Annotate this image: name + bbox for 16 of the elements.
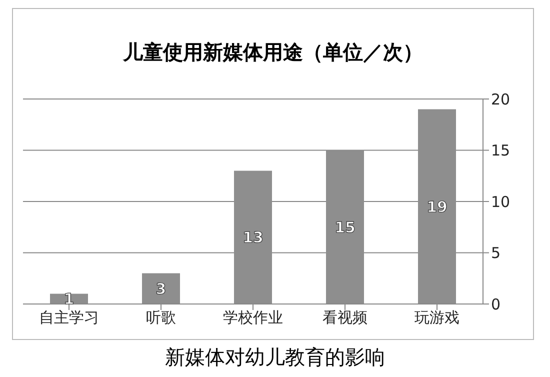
x-tick-label: 学校作业 [223, 308, 283, 327]
data-label: 1 [64, 290, 74, 308]
chart-title: 儿童使用新媒体用途（单位／次） [122, 39, 424, 66]
data-label: 15 [334, 218, 356, 236]
text: 新媒体对幼儿教育的影响 [164, 344, 386, 371]
data-label: 13 [242, 228, 264, 247]
y-tick-label: 15 [491, 142, 510, 160]
y-tick-label: 20 [491, 90, 510, 108]
y-tick-label: 5 [491, 244, 501, 262]
y-tick-label: 10 [491, 192, 510, 211]
x-tick-label: 玩游戏 [414, 308, 460, 327]
x-tick-label: 听歌 [146, 308, 176, 327]
x-tick-label: 看视频 [322, 308, 368, 327]
y-tick-label: 0 [491, 295, 501, 314]
x-tick-label: 自主学习 [39, 308, 99, 327]
data-label: 3 [156, 280, 166, 298]
